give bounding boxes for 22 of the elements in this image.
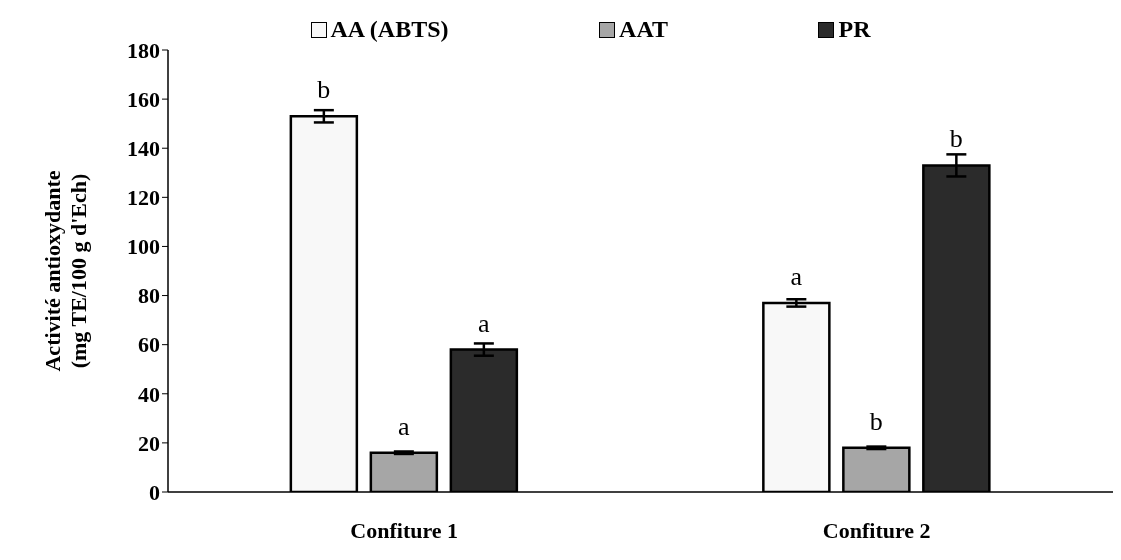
data-label: a: [790, 261, 803, 291]
x-tick-label: Confiture 1: [350, 517, 459, 543]
legend-label: AAT: [619, 16, 668, 43]
data-label: b: [949, 124, 963, 154]
y-tick-label: 140: [127, 136, 160, 162]
legend-label: AA (ABTS): [330, 16, 449, 43]
y-tick-label: 120: [127, 185, 160, 211]
y-tick-label: 0: [149, 479, 160, 505]
data-label: b: [317, 75, 331, 105]
y-tick-label: 80: [138, 283, 160, 309]
y-tick-label: 180: [127, 37, 160, 63]
y-tick-label: 160: [127, 86, 160, 112]
data-label: b: [869, 406, 883, 436]
y-tick-label: 20: [138, 430, 160, 456]
legend-label: PR: [838, 16, 871, 43]
data-label: a: [398, 411, 411, 441]
y-tick-label: 100: [127, 234, 160, 260]
y-tick-label: 40: [138, 381, 160, 407]
y-tick-label: 60: [138, 332, 160, 358]
data-label: a: [478, 308, 491, 338]
x-tick-label: Confiture 2: [822, 517, 931, 543]
y-axis-title: Activité antioxydante (mg TE/100 g d'Ech): [40, 170, 91, 372]
